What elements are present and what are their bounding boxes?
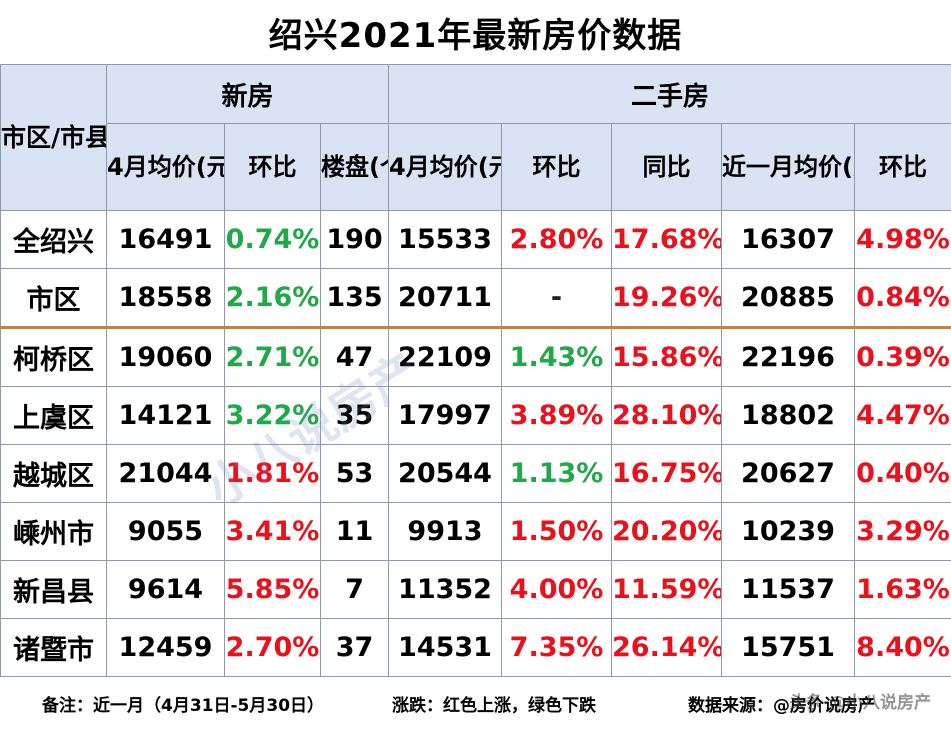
header-new-house: 新房 — [106, 64, 389, 124]
cell-new-avg: 14121 — [106, 386, 225, 445]
cell-recent: 20627 — [721, 444, 855, 503]
cell-sh-avg: 9913 — [388, 502, 502, 561]
cell-new-avg: 16491 — [106, 210, 225, 269]
cell-recent: 16307 — [721, 210, 855, 269]
cell-recent: 20885 — [721, 268, 855, 329]
cell-region: 嵊州市 — [0, 502, 107, 561]
cell-sh-yoy: 19.26% — [611, 268, 722, 329]
cell-sh-mom: 1.43% — [501, 327, 612, 387]
cell-sh-yoy: 16.75% — [611, 444, 722, 503]
price-table: 市区/市县 新房 二手房 4月均价(元/㎡) 环比 楼盘(个) 4月均价(元/㎡… — [0, 64, 951, 677]
footer-legend: 涨跌：红色上涨，绿色下跌 — [392, 696, 596, 716]
header-region: 市区/市县 — [0, 64, 107, 211]
cell-new-mom: 2.70% — [224, 618, 321, 677]
cell-sh-mom: 1.50% — [501, 502, 612, 561]
cell-new-mom: 2.71% — [224, 327, 321, 387]
cell-sh-yoy: 28.10% — [611, 386, 722, 445]
cell-projects: 35 — [320, 386, 389, 445]
header-sh-avg: 4月均价(元/㎡) — [388, 123, 502, 211]
table-row: 市区 18558 2.16% 135 20711-19.26% 20885 0.84% — [0, 268, 951, 329]
cell-projects: 11 — [320, 502, 389, 561]
cell-sh-yoy: 15.86% — [611, 327, 722, 387]
cell-sh-yoy: 11.59% — [611, 560, 722, 619]
header-new-avg: 4月均价(元/㎡) — [106, 123, 225, 211]
cell-sh-avg: 17997 — [388, 386, 502, 445]
cell-sh-mom: 2.80% — [501, 210, 612, 269]
table-row: 新昌县 9614 5.85% 7 11352 4.00% 11.59% 11537 1.63% — [0, 560, 951, 619]
cell-recent-mom: 8.40% — [853, 618, 951, 677]
table-row: 上虞区 14121 3.22% 35 17997 3.89% 28.10% 18802 4.47… — [0, 386, 951, 445]
cell-projects: 53 — [320, 444, 389, 503]
cell-new-mom: 3.22% — [224, 386, 321, 445]
cell-sh-avg: 15533 — [388, 210, 502, 269]
cell-sh-mom: 1.13% — [501, 444, 612, 503]
header-sh-recent-mom: 环比 — [853, 123, 951, 211]
cell-sh-mom: - — [501, 268, 612, 329]
cell-new-mom: 1.81% — [224, 444, 321, 503]
cell-new-mom: 3.41% — [224, 502, 321, 561]
header-sh-yoy: 同比 — [611, 123, 722, 211]
footer-source: 数据来源：@房价说房产 — [688, 696, 875, 716]
cell-new-avg: 9055 — [106, 502, 225, 561]
cell-region: 新昌县 — [0, 560, 107, 619]
cell-sh-mom: 4.00% — [501, 560, 612, 619]
cell-new-avg: 18558 — [106, 268, 225, 329]
cell-new-mom: 0.74% — [224, 210, 321, 269]
cell-sh-avg: 20544 — [388, 444, 502, 503]
cell-region: 全绍兴 — [0, 210, 107, 269]
cell-projects: 37 — [320, 618, 389, 677]
cell-projects: 47 — [320, 327, 389, 387]
cell-recent: 11537 — [721, 560, 855, 619]
cell-new-avg: 21044 — [106, 444, 225, 503]
cell-projects: 135 — [320, 268, 389, 329]
cell-new-avg: 12459 — [106, 618, 225, 677]
table-row: 越城区 21044 1.81% 53 20544 1.13% 16.75% 20627 0.40… — [0, 444, 951, 503]
cell-sh-avg: 11352 — [388, 560, 502, 619]
cell-sh-avg: 20711 — [388, 268, 502, 329]
cell-recent-mom: 0.40% — [853, 444, 951, 503]
header-sh-mom: 环比 — [501, 123, 612, 211]
cell-region: 柯桥区 — [0, 327, 107, 387]
cell-sh-mom: 3.89% — [501, 386, 612, 445]
cell-sh-yoy: 26.14% — [611, 618, 722, 677]
cell-recent: 10239 — [721, 502, 855, 561]
footer-note: 备注：近一月（4月31日-5月30日） — [42, 696, 325, 716]
cell-recent-mom: 0.84% — [853, 268, 951, 329]
header-sh-recent: 近一月均价(元/㎡) — [721, 123, 855, 211]
footer: 备注：近一月（4月31日-5月30日） 涨跌：红色上涨，绿色下跌 数据来源：@房… — [0, 677, 951, 727]
cell-sh-avg: 22109 — [388, 327, 502, 387]
cell-recent-mom: 3.29% — [853, 502, 951, 561]
cell-recent-mom: 1.63% — [853, 560, 951, 619]
cell-sh-yoy: 20.20% — [611, 502, 722, 561]
cell-recent-mom: 4.47% — [853, 386, 951, 445]
cell-new-avg: 9614 — [106, 560, 225, 619]
watermark-corner: 头条 @小八说房产 — [789, 693, 931, 713]
table-row: 嵊州市 9055 3.41% 11 9913 1.50% 20.20% 10239 3.29% — [0, 502, 951, 561]
cell-region: 上虞区 — [0, 386, 107, 445]
cell-sh-mom: 7.35% — [501, 618, 612, 677]
header-new-mom: 环比 — [224, 123, 321, 211]
cell-sh-yoy: 17.68% — [611, 210, 722, 269]
cell-projects: 190 — [320, 210, 389, 269]
cell-region: 市区 — [0, 268, 107, 329]
header-new-projects: 楼盘(个) — [320, 123, 389, 211]
cell-recent: 15751 — [721, 618, 855, 677]
page-title: 绍兴2021年最新房价数据 — [0, 0, 951, 65]
cell-new-mom: 2.16% — [224, 268, 321, 329]
cell-region: 诸暨市 — [0, 618, 107, 677]
cell-recent-mom: 0.39% — [853, 327, 951, 387]
cell-new-avg: 19060 — [106, 327, 225, 387]
cell-new-mom: 5.85% — [224, 560, 321, 619]
cell-recent: 22196 — [721, 327, 855, 387]
cell-recent-mom: 4.98% — [853, 210, 951, 269]
cell-sh-avg: 14531 — [388, 618, 502, 677]
cell-projects: 7 — [320, 560, 389, 619]
cell-region: 越城区 — [0, 444, 107, 503]
cell-recent: 18802 — [721, 386, 855, 445]
table-row: 诸暨市 12459 2.70% 37 14531 7.35% 26.14% 15751 8.40… — [0, 618, 951, 677]
header-second-hand: 二手房 — [387, 64, 951, 124]
table-row: 柯桥区 19060 2.71% 47 22109 1.43% 15.86% 22196 0.39… — [0, 327, 951, 387]
table-row: 全绍兴 16491 0.74% 190 15533 2.80% 17.68% 16307 4.9… — [0, 210, 951, 269]
